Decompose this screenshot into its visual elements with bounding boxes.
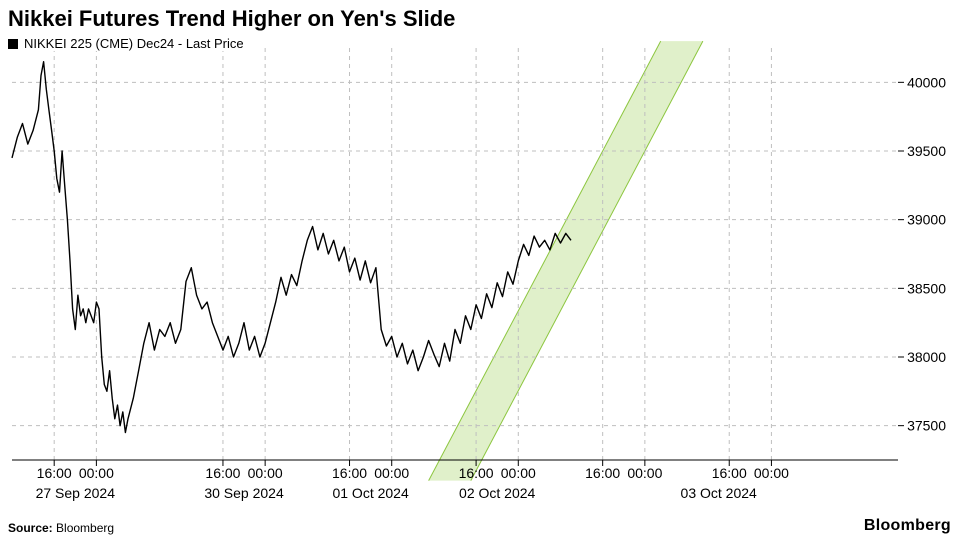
svg-text:16:00: 16:00 xyxy=(37,465,72,481)
svg-text:00:00: 00:00 xyxy=(501,465,536,481)
svg-text:38000: 38000 xyxy=(907,349,946,365)
svg-text:27 Sep 2024: 27 Sep 2024 xyxy=(36,485,116,501)
svg-text:16:00: 16:00 xyxy=(712,465,747,481)
svg-text:30 Sep 2024: 30 Sep 2024 xyxy=(204,485,284,501)
legend-label: NIKKEI 225 (CME) Dec24 - Last Price xyxy=(24,36,244,51)
svg-text:00:00: 00:00 xyxy=(79,465,114,481)
svg-text:00:00: 00:00 xyxy=(374,465,409,481)
svg-text:16:00: 16:00 xyxy=(585,465,620,481)
svg-text:16:00: 16:00 xyxy=(332,465,367,481)
svg-text:00:00: 00:00 xyxy=(248,465,283,481)
legend: NIKKEI 225 (CME) Dec24 - Last Price xyxy=(8,36,244,51)
svg-text:37500: 37500 xyxy=(907,418,946,434)
svg-text:00:00: 00:00 xyxy=(627,465,662,481)
svg-text:38500: 38500 xyxy=(907,280,946,296)
svg-text:39000: 39000 xyxy=(907,212,946,228)
svg-text:01 Oct 2024: 01 Oct 2024 xyxy=(332,485,408,501)
svg-text:40000: 40000 xyxy=(907,74,946,90)
svg-text:39500: 39500 xyxy=(907,143,946,159)
chart-title: Nikkei Futures Trend Higher on Yen's Sli… xyxy=(8,6,455,32)
brand-logo: Bloomberg xyxy=(864,517,951,535)
price-chart: 37500 38000 38500 39000 39500 40000 16:00 00:00… xyxy=(8,40,951,530)
svg-text:02 Oct 2024: 02 Oct 2024 xyxy=(459,485,535,501)
svg-text:16:00: 16:00 xyxy=(205,465,240,481)
svg-text:16:00: 16:00 xyxy=(459,465,494,481)
source-attribution: Source: Bloomberg xyxy=(8,521,114,535)
legend-marker-icon xyxy=(8,39,18,49)
svg-text:00:00: 00:00 xyxy=(754,465,789,481)
svg-text:03 Oct 2024: 03 Oct 2024 xyxy=(681,485,757,501)
